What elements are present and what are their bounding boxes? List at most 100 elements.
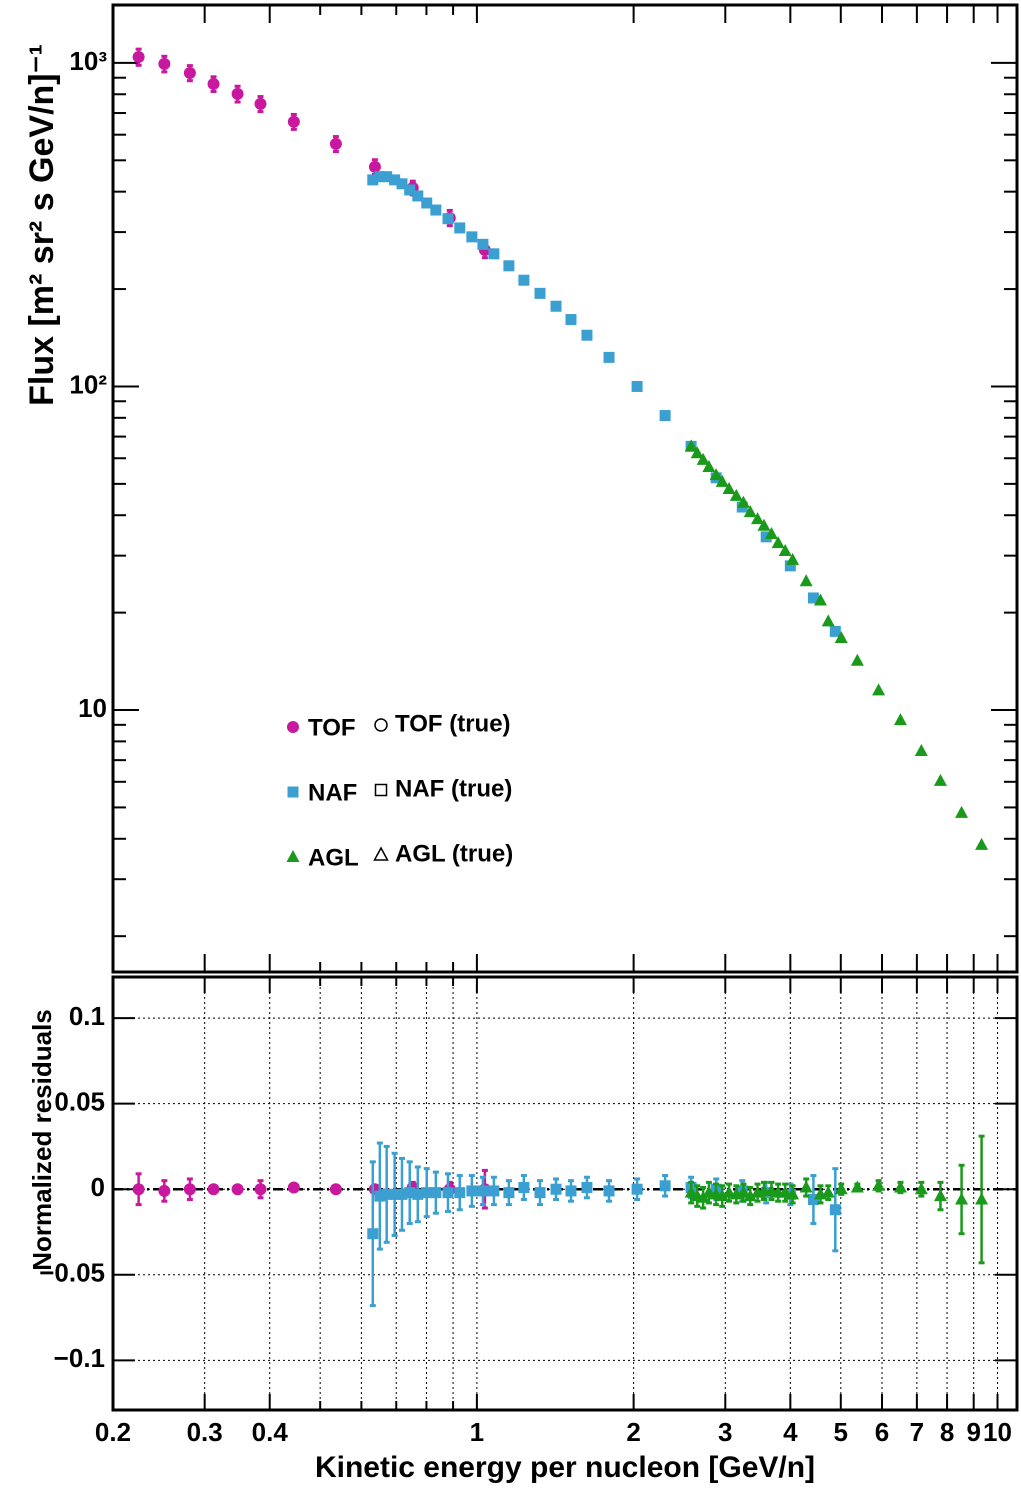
x-tick-label: 6	[875, 1417, 889, 1447]
data-point	[914, 1182, 928, 1195]
y-axis-title: Flux [m² sr² s GeV/n]⁻¹	[23, 44, 61, 406]
data-point	[821, 614, 835, 627]
data-point	[565, 314, 577, 326]
frame	[111, 975, 1019, 1412]
data-point	[631, 380, 643, 392]
data-point	[329, 137, 342, 150]
data-point	[477, 1185, 489, 1197]
data-point	[565, 1185, 577, 1197]
data-point	[684, 439, 698, 452]
data-point	[389, 1188, 401, 1200]
legend-label: TOF (true)	[395, 710, 511, 737]
data-point	[813, 593, 827, 606]
data-point	[690, 446, 704, 459]
data-point	[696, 452, 710, 465]
y-tick-label: 10	[78, 693, 107, 723]
data-point	[430, 204, 442, 216]
data-point	[872, 683, 886, 696]
legend-marker	[374, 718, 388, 732]
data-point	[454, 222, 466, 234]
data-point	[132, 1183, 145, 1196]
data-point	[778, 544, 792, 557]
data-point	[381, 171, 393, 183]
legend-marker	[286, 850, 300, 862]
data-point	[329, 1183, 342, 1196]
data-point	[518, 274, 530, 286]
data-point	[850, 653, 864, 666]
x-tick-label: 1	[470, 1417, 484, 1447]
data-point	[743, 1189, 757, 1202]
legend-label: AGL	[308, 844, 359, 871]
data-point	[503, 260, 515, 272]
x-tick-label: 0.3	[187, 1417, 223, 1447]
data-point	[631, 1183, 643, 1195]
data-point	[829, 1204, 841, 1216]
data-point	[786, 552, 800, 565]
data-point	[396, 1188, 408, 1200]
data-point	[503, 1187, 515, 1199]
data-point	[442, 213, 454, 225]
data-point	[477, 238, 489, 250]
x-tick-label: 2	[626, 1417, 640, 1447]
y-tick-label: −0.1	[54, 1343, 105, 1373]
data-point	[254, 97, 267, 110]
data-point	[757, 518, 771, 531]
y-axis-title: Normalized residuals	[27, 1009, 57, 1271]
data-point	[914, 744, 928, 757]
data-point	[421, 1187, 433, 1199]
data-point	[786, 1187, 800, 1200]
data-point	[389, 174, 401, 186]
data-point	[454, 1187, 466, 1199]
data-point	[715, 1189, 729, 1202]
data-point	[799, 574, 813, 587]
frame	[111, 3, 1019, 974]
data-point	[743, 505, 757, 518]
data-point	[771, 536, 785, 549]
data-point	[183, 1183, 196, 1196]
data-point	[412, 1188, 424, 1200]
x-tick-label: 9	[966, 1417, 980, 1447]
data-point	[581, 329, 593, 341]
data-point	[955, 805, 969, 818]
data-point	[659, 1180, 671, 1192]
data-point	[374, 1190, 386, 1202]
y-tick-label: −0.05	[39, 1258, 105, 1288]
legend-marker	[374, 783, 388, 797]
data-point	[442, 1187, 454, 1199]
data-point	[581, 1182, 593, 1194]
legend-marker	[373, 846, 389, 861]
data-point	[715, 474, 729, 487]
data-point	[799, 1180, 813, 1193]
data-point	[367, 174, 379, 186]
x-tick-label: 4	[783, 1417, 798, 1447]
data-point	[158, 1184, 171, 1197]
data-point	[659, 410, 671, 422]
data-point	[207, 1183, 220, 1196]
x-axis-title: Kinetic energy per nucleon [GeV/n]	[315, 1451, 815, 1484]
x-tick-label: 0.4	[252, 1417, 289, 1447]
legend-label: AGL (true)	[395, 840, 513, 867]
data-point	[722, 482, 736, 495]
data-point	[829, 625, 841, 637]
data-point	[404, 1187, 416, 1199]
data-point	[368, 160, 381, 173]
data-point	[183, 66, 196, 79]
data-point	[550, 300, 562, 312]
data-point	[287, 115, 300, 128]
legend-marker	[287, 786, 299, 798]
data-point	[231, 87, 244, 100]
data-point	[821, 1185, 835, 1198]
y-tick-label: 10³	[69, 46, 107, 76]
data-point	[367, 1228, 379, 1240]
data-point	[287, 1181, 300, 1194]
data-point	[736, 495, 750, 508]
data-point	[488, 248, 500, 260]
data-point	[534, 1187, 546, 1199]
data-point	[784, 560, 796, 572]
data-point	[893, 1180, 907, 1193]
data-point	[702, 459, 716, 472]
data-point	[955, 1192, 969, 1205]
legend-label: NAF (true)	[395, 775, 512, 802]
y-tick-label: 0.05	[54, 1087, 105, 1117]
